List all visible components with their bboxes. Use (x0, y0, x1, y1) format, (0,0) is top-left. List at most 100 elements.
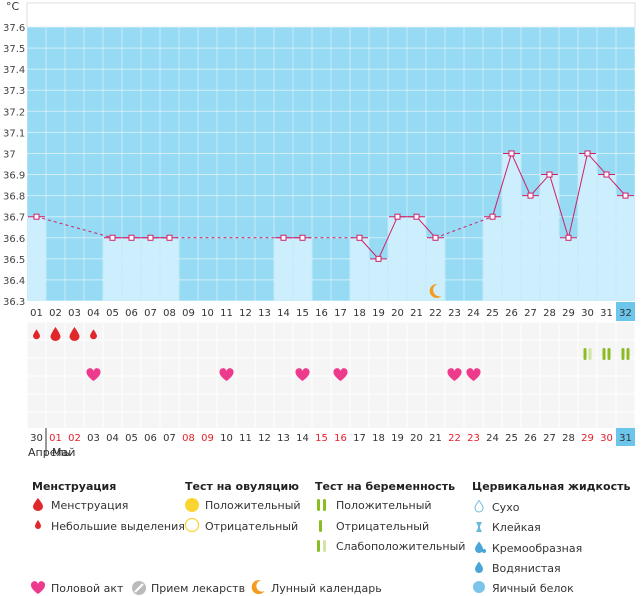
y-tick-label: 37.1 (3, 128, 25, 139)
x-tick-label: 12 (239, 308, 252, 319)
temperature-point (432, 234, 439, 241)
date-label: 17 (353, 433, 366, 444)
temperature-point (413, 213, 420, 220)
date-label: 10 (220, 433, 233, 444)
date-label: 29 (581, 433, 594, 444)
date-label: 11 (239, 433, 252, 444)
date-label: 24 (486, 433, 499, 444)
temperature-line (511, 153, 531, 196)
temperature-point (166, 234, 173, 241)
date-label: 15 (315, 433, 328, 444)
date-label: 13 (277, 433, 290, 444)
date-label: 16 (334, 433, 347, 444)
temperature-line (606, 174, 626, 196)
x-tick-label: 08 (163, 308, 176, 319)
temperature-point (147, 234, 154, 241)
legend-menstruation-title: Менструация (32, 480, 117, 493)
y-tick-label: 36.3 (3, 297, 25, 308)
pregnancy-test-bar (626, 348, 630, 360)
ovulation-negative-icon (184, 517, 200, 533)
x-tick-label: 29 (562, 308, 575, 319)
x-tick-label: 15 (296, 308, 309, 319)
pregnancy-test-bar (583, 348, 587, 360)
temperature-bar (27, 216, 46, 301)
date-label: 05 (125, 433, 138, 444)
temperature-bar (521, 195, 540, 301)
date-label: 07 (163, 433, 176, 444)
legend-cervical-egg-white: Яичный белок (492, 582, 574, 595)
date-label: 08 (182, 433, 195, 444)
temperature-point (299, 234, 306, 241)
legend-menstruation-heavy: Менструация (51, 499, 129, 512)
date-label: 06 (144, 433, 157, 444)
y-tick-label: 36.8 (3, 192, 25, 203)
x-tick-label: 22 (429, 308, 442, 319)
temperature-point (527, 192, 534, 199)
temperature-point (280, 234, 287, 241)
temperature-line (549, 174, 569, 238)
menstruation-drop (69, 327, 80, 341)
creamy-icon (475, 541, 486, 553)
date-label: 18 (372, 433, 385, 444)
menstruation-drop (50, 327, 61, 341)
x-tick-label: 02 (49, 308, 62, 319)
legend-lunar: Лунный календарь (271, 582, 382, 595)
moon-icon (429, 283, 442, 298)
pregnancy-negative-icon (319, 520, 322, 532)
x-tick-label: 03 (68, 308, 81, 319)
x-tick-label: 27 (524, 308, 537, 319)
moon-icon (251, 580, 265, 595)
date-label: 09 (201, 433, 214, 444)
temperature-point (584, 150, 591, 157)
pregnancy-test-bar (588, 348, 592, 360)
legend-ovulation-negative: Отрицательный (205, 520, 299, 533)
y-tick-label: 36.4 (3, 276, 25, 287)
date-label: 14 (296, 433, 309, 444)
date-label: 22 (448, 433, 461, 444)
temperature-line (416, 216, 436, 239)
temperature-point (565, 234, 572, 241)
temperature-point (546, 171, 553, 178)
x-tick-label: 01 (30, 308, 43, 319)
temperature-line-dashed (36, 216, 113, 239)
x-tick-label: 07 (144, 308, 157, 319)
y-tick-label: 37 (3, 149, 16, 160)
temperature-point (622, 192, 629, 199)
y-tick-label: 37.5 (3, 44, 25, 55)
watery-icon (475, 561, 483, 573)
egg-white-icon (473, 581, 485, 593)
x-tick-label: 30 (581, 308, 594, 319)
x-tick-label: 13 (258, 308, 271, 319)
intercourse-heart (447, 368, 462, 381)
temperature-bar (578, 153, 597, 301)
intercourse-heart (333, 368, 348, 381)
pregnancy-weak-icon (317, 540, 326, 552)
x-tick-label: 32 (619, 308, 632, 319)
temperature-bar (350, 237, 369, 301)
bbt-chart: 36.3 36.4 36.5 36.6 36.7 36.8 36.9 37 37.1 37.2 37… (3, 2, 636, 456)
temperature-line (492, 153, 512, 217)
date-label: 04 (106, 433, 119, 444)
date-label: 21 (429, 433, 442, 444)
y-tick-label: 36.9 (3, 171, 25, 182)
y-tick-label: 37.4 (3, 65, 25, 76)
temperature-point (394, 213, 401, 220)
date-label: 03 (87, 433, 100, 444)
date-label: 30 (600, 433, 613, 444)
x-tick-label: 05 (106, 308, 119, 319)
pregnancy-test-bar (607, 348, 611, 360)
pregnancy-test-bar (602, 348, 606, 360)
temperature-bar (274, 237, 293, 301)
temperature-bar (103, 237, 122, 301)
y-tick-label: 36.7 (3, 213, 25, 224)
x-tick-label: 10 (201, 308, 214, 319)
date-label: 01 (49, 433, 62, 444)
temperature-line (587, 153, 607, 175)
legend-intercourse: Половой акт (51, 582, 124, 595)
temperature-bar (483, 216, 502, 301)
date-label: 02 (68, 433, 81, 444)
date-label: 19 (391, 433, 404, 444)
date-label: 23 (467, 433, 480, 444)
x-tick-label: 21 (410, 308, 423, 319)
x-tick-label: 09 (182, 308, 195, 319)
